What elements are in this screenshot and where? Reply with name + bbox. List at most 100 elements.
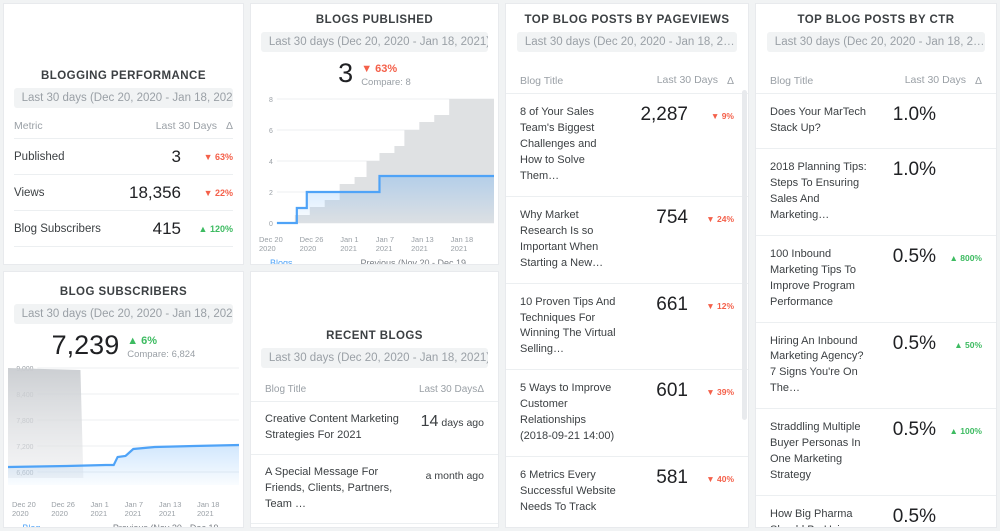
chart-legend: Blog Subscribers Previous (Nov 20 - Dec … (8, 523, 239, 528)
column-header-metric: Metric (14, 120, 43, 132)
date-range-selector-blog-subscribers[interactable]: Last 30 days (Dec 20, 2020 - Jan 18, 202… (13, 304, 234, 324)
legend-label: Blog Subscribers (22, 523, 41, 528)
delta-up-icon: ▲ 800% (949, 252, 982, 263)
list-item[interactable]: How Big Pharma Should Be Using Inbound M… (756, 496, 996, 527)
page-title-blogging-performance: BLOGGING PERFORMANCE (41, 70, 206, 82)
list-item[interactable]: A Special Message For Friends, Clients, … (251, 455, 498, 524)
chart-legend: Blogs published Previous (Nov 20 - Dec 1… (255, 258, 495, 264)
series-current-area (276, 176, 494, 223)
list-item[interactable]: 5 Ways to Improve Customer Relationships… (506, 370, 748, 458)
list-item[interactable]: What 2020 Taught Us About Digital Transf… (251, 524, 498, 527)
card-top-blog-posts-by-pageviews: TOP BLOG POSTS BY PAGEVIEWS Last 30 days… (505, 3, 749, 528)
card-top-blog-posts-by-ctr: TOP BLOG POSTS BY CTR Last 30 days (Dec … (755, 3, 997, 528)
metric-value: 18,356 (129, 182, 181, 202)
date-range-selector-recent-blogs[interactable]: Last 30 days (Dec 20, 2020 - Jan 18, 202… (260, 348, 489, 368)
x-tick: Jan 18 2021 (196, 500, 220, 518)
kpi-summary: 3 ▼ 63% Compare: 8 (251, 60, 498, 89)
date-range-selector-top-pageviews[interactable]: Last 30 days (Dec 20, 2020 - Jan 18, 2… (516, 32, 738, 52)
column-header-delta: Δ (726, 75, 734, 88)
list-item[interactable]: Creative Content Marketing Strategies Fo… (251, 402, 498, 455)
table-row[interactable]: Blog Subscribers 415 ▲ 120% (14, 211, 233, 247)
date-range-label: Last 30 days (Dec 20, 2020 - Jan 18, 202… (268, 352, 489, 364)
kpi-delta-block: ▼ 63% Compare: 8 (361, 60, 411, 88)
list-item[interactable]: Hiring An Inbound Marketing Agency? 7 Si… (756, 323, 996, 410)
ctr-scroll-pane[interactable]: TOP BLOG POSTS BY CTR Last 30 days (Dec … (756, 4, 996, 527)
page-title-blogs-published: BLOGS PUBLISHED (315, 14, 434, 26)
post-title: Does Your MarTech Stack Up? (770, 106, 866, 135)
vertical-scrollbar[interactable] (742, 90, 747, 420)
date-range-selector-top-ctr[interactable]: Last 30 days (Dec 20, 2020 - Jan 18, 2… (766, 32, 986, 52)
delta-value: 63% (375, 63, 398, 75)
kpi-value: 7,239 (51, 330, 120, 360)
delta-value: 6% (141, 335, 158, 347)
x-tick: Jan 13 2021 (411, 235, 434, 253)
table-row[interactable]: Views 18,356 ▼ 22% (14, 175, 233, 211)
post-value: 661 (656, 293, 688, 315)
list-item[interactable]: 10 Proven Tips And Techniques For Winnin… (506, 284, 748, 371)
page-title-recent-blogs: RECENT BLOGS (326, 330, 423, 342)
delta-value: 100% (960, 426, 982, 437)
column-header-last30: Last 30 Days (418, 384, 478, 395)
post-value: 0.5% (892, 419, 936, 441)
post-value: 2,287 (640, 104, 688, 126)
column-header-last30: Last 30 Days (904, 74, 966, 86)
date-range-selector-blogs-published[interactable]: Last 30 days (Dec 20, 2020 - Jan 18, 202… (260, 32, 489, 52)
delta-down-icon: ▼ 22% (203, 187, 233, 198)
delta-empty (936, 160, 982, 166)
delta-down-icon: ▼ 63% (203, 151, 233, 162)
delta-value: 22% (214, 187, 233, 198)
svg-text:4: 4 (269, 159, 273, 166)
date-range-selector-blogging-performance[interactable]: Last 30 days (Dec 20, 2020 - Jan 18, 202… (13, 88, 234, 108)
post-title: Creative Content Marketing Strategies Fo… (265, 413, 399, 441)
legend-label: Previous (Nov 20 - Dec 19, 2020) (112, 523, 221, 528)
post-title: Why Market Research Is so Important When… (520, 208, 604, 269)
chart-svg: 9,000 8,400 7,800 7,200 6,600 (8, 366, 239, 485)
page-title-blog-subscribers: BLOG SUBSCRIBERS (59, 286, 188, 298)
list-item[interactable]: 6 Metrics Every Successful Website Needs… (506, 457, 748, 527)
delta-down-icon: ▼ 12% (706, 300, 734, 311)
card-blog-subscribers: BLOG SUBSCRIBERS Last 30 days (Dec 20, 2… (3, 271, 244, 528)
legend-item-previous[interactable]: Previous (Nov 20 - Dec 19, 2020) (346, 258, 495, 264)
x-tick: Jan 1 2021 (90, 500, 109, 518)
pageviews-scroll-pane[interactable]: TOP BLOG POSTS BY PAGEVIEWS Last 30 days… (506, 4, 748, 527)
series-current-area (8, 445, 239, 485)
post-title: Straddling Multiple Buyer Personas In On… (770, 421, 861, 482)
x-tick: Dec 20 2020 (259, 235, 283, 253)
delta-up-icon: ▲ 6% (127, 335, 158, 347)
table-row[interactable]: Published 3 ▼ 63% (14, 139, 233, 175)
date-range-label: Last 30 days (Dec 20, 2020 - Jan 18, 202… (21, 308, 234, 320)
list-item[interactable]: Straddling Multiple Buyer Personas In On… (756, 409, 996, 496)
post-age: 14 days ago (421, 412, 484, 431)
date-range-label: Last 30 days (Dec 20, 2020 - Jan 18, 2… (774, 36, 985, 48)
kpi-compare: Compare: 8 (361, 77, 411, 88)
svg-text:8: 8 (269, 97, 273, 104)
list-item[interactable]: 8 of Your Sales Team's Biggest Challenge… (506, 94, 748, 197)
delta-value: 63% (214, 151, 233, 162)
x-tick: Jan 7 2021 (124, 500, 144, 518)
post-value: 0.5% (892, 506, 936, 527)
chart-blog-subscribers[interactable]: 9,000 8,400 7,800 7,200 6,600 Dec 20 202… (4, 360, 243, 528)
x-tick: Jan 13 2021 (158, 500, 182, 518)
column-header-blog-title: Blog Title (265, 384, 307, 395)
post-age-unit: days ago (441, 417, 484, 429)
list-item[interactable]: Why Market Research Is so Important When… (506, 197, 748, 284)
card-top-spacer (251, 272, 498, 320)
chart-svg: 0 2 4 6 8 (269, 97, 494, 228)
list-item[interactable]: 100 Inbound Marketing Tips To Improve Pr… (756, 236, 996, 323)
legend-item-current[interactable]: Blog Subscribers (8, 523, 87, 528)
legend-item-previous[interactable]: Previous (Nov 20 - Dec 19, 2020) (99, 523, 239, 528)
post-title: 10 Proven Tips And Techniques For Winnin… (520, 295, 616, 356)
list-item[interactable]: 2018 Planning Tips: Steps To Ensuring Sa… (756, 149, 996, 236)
column-header-delta: Δ (974, 75, 982, 88)
chart-blogs-published[interactable]: 0 2 4 6 8 Dec 20 2020 Dec 26 2020 Jan 1 … (251, 88, 498, 264)
x-tick: Jan 1 2021 (340, 235, 359, 253)
delta-value: 800% (960, 252, 982, 263)
svg-text:2: 2 (269, 190, 273, 197)
legend-item-current[interactable]: Blogs published (255, 258, 334, 264)
list-item[interactable]: Does Your MarTech Stack Up? 1.0% (756, 94, 996, 149)
post-value: 601 (656, 380, 688, 402)
delta-down-icon: ▼ 9% (710, 111, 734, 122)
svg-text:6: 6 (269, 128, 273, 135)
post-title: 2018 Planning Tips: Steps To Ensuring Sa… (770, 161, 867, 221)
x-tick: Dec 26 2020 (299, 235, 324, 253)
